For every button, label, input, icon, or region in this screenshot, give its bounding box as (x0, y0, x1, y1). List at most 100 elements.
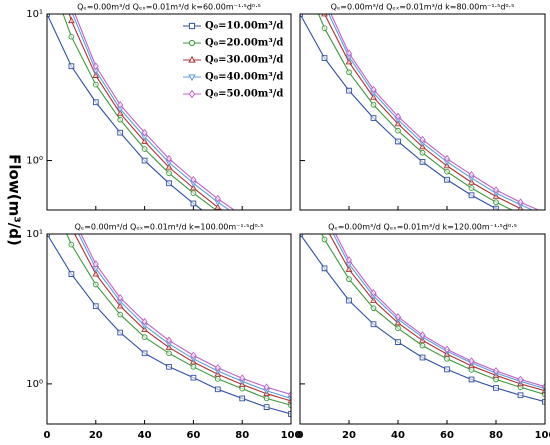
marker (190, 200, 197, 207)
marker (263, 404, 270, 410)
marker (189, 184, 197, 191)
subplot-title: Qₑ=0.00m³/d Qₑₓ=0.01m³/d k=80.00m⁻¹·⁵d⁰·… (331, 3, 515, 12)
x-tick-label: 20 (89, 430, 103, 441)
marker (419, 331, 426, 339)
marker (322, 3, 327, 8)
marker (444, 355, 450, 362)
y-tick-label: 10¹ (26, 229, 43, 240)
marker (116, 109, 124, 116)
y-tick-label: 10⁰ (26, 156, 43, 167)
marker (166, 154, 172, 163)
marker (444, 154, 450, 163)
marker (214, 376, 221, 382)
series-group (300, 234, 545, 405)
marker (493, 186, 499, 194)
marker (370, 321, 377, 328)
marker (264, 228, 269, 234)
axes-frame (46, 13, 292, 211)
marker (288, 402, 291, 409)
marker (141, 317, 148, 326)
y-tick-label: 10¹ (26, 9, 43, 20)
marker (239, 374, 246, 383)
series-group (47, 14, 269, 234)
marker (468, 178, 475, 185)
marker (117, 293, 124, 302)
marker (288, 411, 291, 417)
marker (370, 305, 377, 312)
marker (395, 127, 401, 134)
marker (345, 58, 353, 65)
marker (518, 212, 523, 217)
marker (240, 213, 245, 219)
legend-marker (188, 74, 196, 82)
marker (92, 303, 99, 310)
marker (141, 157, 148, 164)
legend-label: Q₀=10.00m³/d (205, 21, 283, 32)
marker (141, 146, 148, 152)
marker (468, 376, 475, 383)
x-tick-label: 100 (535, 430, 550, 441)
marker (493, 205, 499, 210)
legend-label: Q₀=30.00m³/d (205, 55, 283, 66)
marker (346, 69, 352, 76)
legend-marker (188, 22, 196, 30)
marker (541, 386, 545, 394)
marker (542, 214, 547, 219)
legend-label: Q₀=50.00m³/d (205, 89, 283, 100)
marker (493, 367, 499, 375)
marker (370, 296, 377, 303)
axes-frame (299, 13, 546, 211)
marker (444, 366, 450, 373)
marker (543, 223, 548, 228)
marker (346, 276, 352, 282)
marker (239, 385, 246, 392)
marker (69, 211, 74, 217)
marker (47, 234, 50, 237)
x-tick-label: 60 (186, 430, 200, 441)
marker (68, 241, 75, 248)
marker (444, 176, 450, 183)
marker (300, 234, 303, 237)
marker (92, 281, 99, 288)
series-group (300, 3, 548, 228)
legend-marker (188, 89, 196, 99)
marker (240, 217, 245, 222)
marker (68, 271, 75, 277)
marker (214, 194, 221, 203)
marker (287, 396, 291, 403)
marker (190, 363, 197, 370)
marker (117, 311, 124, 318)
marker (141, 350, 148, 357)
marker (419, 159, 426, 165)
marker (419, 342, 426, 349)
marker (117, 100, 124, 109)
marker (300, 14, 303, 17)
x-tick-label: 0 (44, 430, 51, 441)
marker (263, 383, 270, 392)
plot-area (47, 234, 291, 424)
marker (419, 354, 426, 361)
marker (468, 192, 475, 199)
marker (117, 116, 124, 123)
marker (518, 218, 523, 223)
subplot-title: Qₑ=0.00m³/d Qₑₓ=0.01m³/d k=100.00m⁻¹·⁵d⁰… (75, 223, 264, 232)
marker (370, 115, 377, 121)
marker (493, 376, 499, 383)
x-tick-label: 60 (440, 430, 454, 441)
axes-frame (299, 233, 546, 425)
legend-marker (188, 55, 196, 63)
marker (166, 180, 172, 187)
marker (141, 128, 148, 137)
marker (47, 14, 50, 17)
marker (468, 170, 475, 179)
marker (69, 218, 74, 223)
marker (370, 85, 377, 94)
x-tick-label: 40 (391, 430, 405, 441)
marker (117, 129, 124, 136)
marker (542, 218, 547, 223)
marker (69, 225, 74, 230)
y-tick-label: 10⁰ (26, 379, 43, 390)
marker (395, 138, 401, 145)
marker (346, 49, 352, 58)
marker (239, 395, 246, 402)
